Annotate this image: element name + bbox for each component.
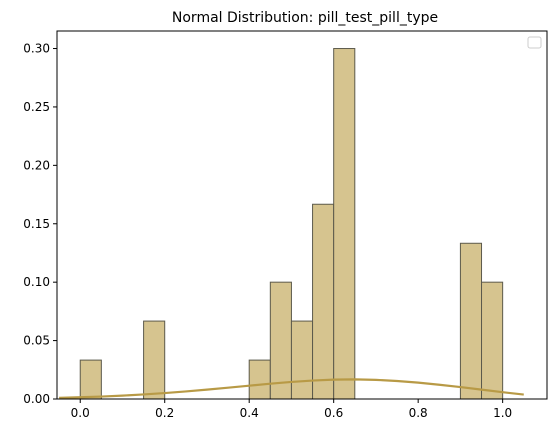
histogram-bar-8 (481, 281, 504, 400)
histogram-bar-6 (333, 48, 356, 400)
y-tick-label-5: 0.25 (23, 100, 50, 114)
histogram-bar-7 (459, 242, 483, 400)
plot-frame (56, 30, 548, 400)
density-curve-line (59, 378, 524, 399)
x-tick-label-3: 0.6 (324, 406, 343, 420)
ticks-layer: 0.0 0.2 0.4 0.6 0.8 1.0 0.00 0.05 0.10 0.15 0.20 0.… (23, 42, 512, 420)
y-tick-label-6: 0.30 (23, 42, 50, 56)
histogram-bar-0 (79, 359, 102, 400)
y-tick-label-1: 0.05 (23, 334, 50, 348)
legend-box (527, 36, 542, 49)
axes-layer (56, 30, 548, 400)
histogram-bar-5 (312, 203, 335, 400)
y-tick-label-0: 0.00 (23, 392, 50, 406)
histogram-bar-4 (290, 320, 314, 400)
chart-title: Normal Distribution: pill_test_pill_type (172, 10, 438, 26)
x-tick-label-0: 0.0 (71, 406, 90, 420)
x-tick-label-5: 1.0 (493, 406, 512, 420)
y-tick-label-3: 0.15 (23, 217, 50, 231)
histogram-bar-2 (248, 359, 271, 400)
curve-layer (59, 378, 524, 399)
x-tick-label-2: 0.4 (240, 406, 259, 420)
x-tick-label-4: 0.8 (409, 406, 428, 420)
x-tick-label-1: 0.2 (155, 406, 174, 420)
y-tick-label-4: 0.20 (23, 158, 50, 172)
bars-layer (79, 48, 504, 400)
y-tick-label-2: 0.10 (23, 275, 50, 289)
histogram-bar-1 (143, 320, 166, 400)
